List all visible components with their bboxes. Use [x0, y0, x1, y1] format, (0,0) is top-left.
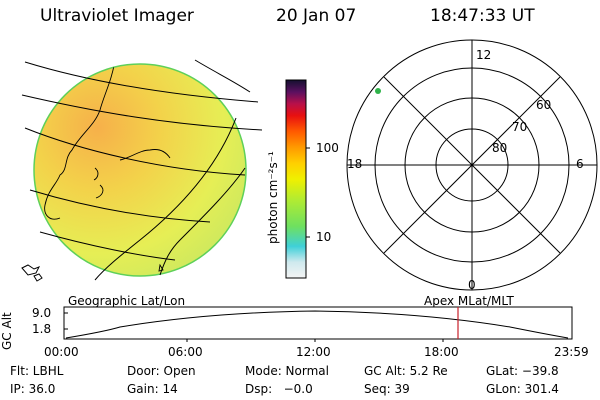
colorbar — [285, 79, 307, 279]
altitude-axis-label: GC Alt — [0, 312, 14, 350]
date-label: 20 Jan 07 — [276, 6, 357, 26]
info-gc-alt: GC Alt: 5.2 Re — [364, 364, 448, 378]
time-tick-0000: 00:00 — [44, 345, 79, 359]
info-filter: Flt: LBHL — [10, 364, 64, 378]
geo-grid-lines — [21, 59, 263, 281]
satellite-position-dot — [375, 88, 381, 94]
time-tick-1200: 12:00 — [296, 345, 331, 359]
altitude-tick-1-8: 1.8 — [32, 322, 52, 336]
mlt-label-12: 12 — [476, 48, 492, 62]
lat-label-60: 60 — [536, 98, 552, 112]
colorbar-label-10: 10 — [316, 230, 332, 244]
app-title: Ultraviolet Imager — [40, 6, 194, 26]
time-label: 18:47:33 UT — [430, 6, 535, 26]
geographic-label: Geographic Lat/Lon — [68, 294, 186, 308]
info-dsp: Dsp: −0.0 — [245, 382, 313, 396]
info-glat: GLat: −39.8 — [486, 364, 559, 378]
mlt-label-18: 18 — [347, 157, 363, 171]
info-seq: Seq: 39 — [364, 382, 410, 396]
colorbar-label-100: 100 — [316, 141, 339, 155]
time-tick-0600: 06:00 — [168, 345, 203, 359]
colorbar-unit-label: photon cm⁻²s⁻¹ — [266, 151, 280, 244]
polar-plot — [346, 39, 598, 291]
map-fragment — [21, 264, 43, 282]
apex-label: Apex MLat/MLT — [424, 294, 514, 308]
info-glon: GLon: 301.4 — [486, 382, 559, 396]
mlt-label-0: 0 — [468, 278, 476, 292]
mlt-label-6: 6 — [576, 157, 584, 171]
altitude-tick-9: 9.0 — [32, 306, 52, 320]
altitude-plot — [63, 306, 573, 342]
info-mode: Mode: Normal — [245, 364, 329, 378]
altitude-curve — [65, 310, 569, 339]
info-ip: IP: 36.0 — [10, 382, 56, 396]
info-door: Door: Open — [127, 364, 196, 378]
info-gain: Gain: 14 — [127, 382, 178, 396]
lat-label-80: 80 — [492, 141, 508, 155]
coastline-outline — [44, 64, 171, 272]
time-tick-2359: 23:59 — [554, 345, 589, 359]
lat-label-70: 70 — [512, 120, 528, 134]
time-tick-1800: 18:00 — [424, 345, 459, 359]
earth-disk-image — [33, 63, 247, 277]
